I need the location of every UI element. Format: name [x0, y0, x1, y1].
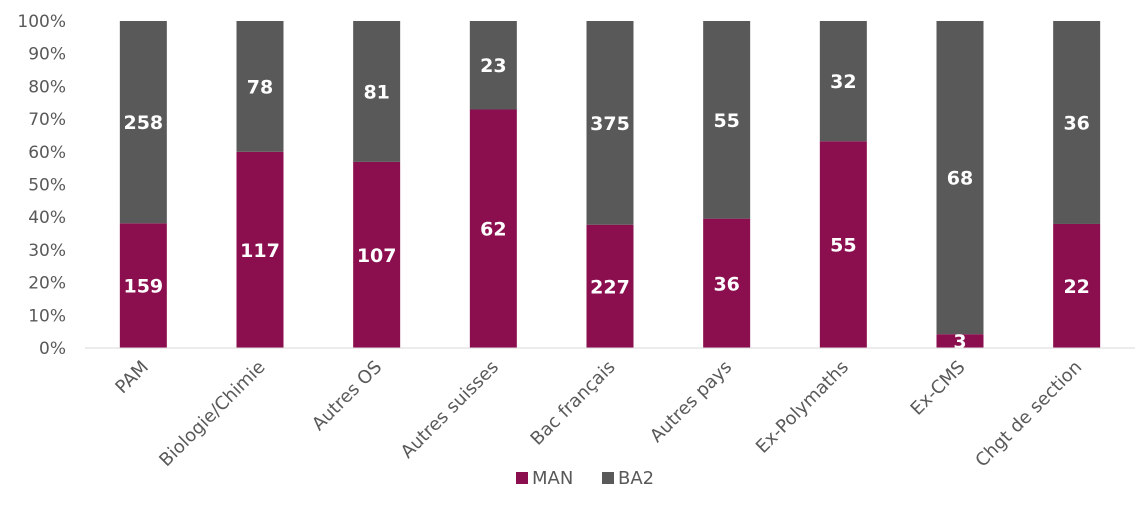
bar-segment-ba2: [1053, 21, 1101, 224]
data-label-man: 36: [713, 273, 739, 295]
legend-label-ba2: BA2: [618, 468, 654, 489]
x-category-label: Bac français: [527, 357, 620, 450]
bar-segment-man: [586, 224, 634, 348]
bar-segment-man: [819, 141, 867, 348]
bars: [119, 21, 1101, 348]
legend-swatch-ba2: [602, 472, 614, 484]
bar-segment-ba2: [586, 21, 634, 225]
bar-segment-ba2: [119, 21, 167, 224]
data-label-ba2: 258: [123, 112, 163, 134]
y-tick-label: 0%: [39, 339, 66, 359]
bar-labels: 159 258 117 78 107 81 62 23 227 375 36 55 55 32 3 68 22 3…: [123, 55, 1089, 353]
data-label-man: 227: [590, 276, 630, 298]
y-tick-label: 40%: [28, 208, 66, 228]
bar-segment-ba2: [936, 21, 984, 335]
y-tick-label: 50%: [28, 176, 66, 196]
y-tick-label: 100%: [17, 12, 66, 32]
data-label-man: 22: [1063, 276, 1089, 298]
y-tick-label: 80%: [28, 77, 66, 97]
data-label-ba2: 32: [830, 71, 856, 93]
bar-segment-man: [236, 151, 284, 348]
data-label-man: 55: [830, 235, 856, 257]
bar-segment-ba2: [819, 21, 867, 142]
legend-label-man: MAN: [532, 468, 573, 489]
y-tick-label: 90%: [28, 45, 66, 65]
data-label-man: 62: [480, 219, 506, 241]
data-label-ba2: 68: [947, 168, 973, 190]
legend: MAN BA2: [516, 468, 654, 489]
y-tick-label: 10%: [28, 306, 66, 326]
x-category-label: Autres pays: [646, 357, 736, 447]
x-category-label: Autres suisses: [397, 357, 503, 463]
x-category-label: Ex-CMS: [907, 357, 970, 420]
data-label-ba2: 55: [713, 110, 739, 132]
data-label-ba2: 36: [1063, 112, 1089, 134]
bar-segment-man: [119, 223, 167, 348]
bar-segment-ba2: [469, 21, 517, 110]
data-label-ba2: 23: [480, 55, 506, 77]
y-axis: 0% 10% 20% 30% 40% 50% 60% 70% 80% 90% 100%: [17, 12, 66, 359]
bar-segment-man: [703, 218, 751, 348]
y-tick-label: 20%: [28, 274, 66, 294]
bar-segment-man: [936, 334, 984, 348]
x-category-label: PAM: [111, 357, 152, 398]
data-label-man: 117: [240, 240, 280, 262]
bar-segment-ba2: [353, 21, 401, 162]
data-label-ba2: 375: [590, 113, 630, 135]
y-tick-label: 60%: [28, 143, 66, 163]
bar-segment-man: [1053, 223, 1101, 348]
data-label-man: 3: [953, 331, 966, 353]
y-tick-label: 70%: [28, 110, 66, 130]
x-axis: PAM Biologie/Chimie Autres OS Autres suisse…: [85, 347, 1135, 472]
bar-segment-ba2: [236, 21, 284, 152]
x-category-label: Ex-Polymaths: [752, 357, 853, 458]
legend-swatch-man: [516, 472, 528, 484]
bar-segment-man: [353, 161, 401, 348]
x-category-label: Autres OS: [308, 357, 386, 435]
data-label-ba2: 81: [363, 81, 389, 103]
bar-segment-man: [469, 109, 517, 348]
data-label-man: 159: [123, 276, 163, 298]
data-label-ba2: 78: [247, 76, 273, 98]
y-tick-label: 30%: [28, 241, 66, 261]
x-category-label: Biologie/Chimie: [155, 357, 269, 471]
data-label-man: 107: [357, 245, 397, 267]
bar-segment-ba2: [703, 21, 751, 219]
x-category-label: Chgt de section: [971, 357, 1086, 472]
